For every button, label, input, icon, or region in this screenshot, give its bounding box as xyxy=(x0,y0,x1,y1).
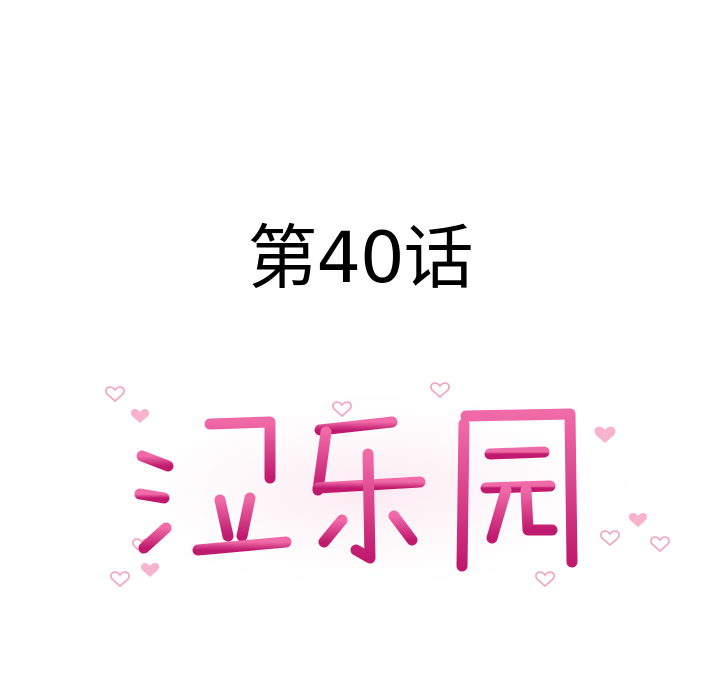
heart-icon xyxy=(110,571,130,588)
heart-icon xyxy=(332,401,352,418)
heart-icon xyxy=(594,426,616,443)
series-logo xyxy=(70,380,670,600)
heart-icon xyxy=(130,409,150,423)
heart-icon xyxy=(600,530,620,547)
heart-icon xyxy=(650,536,670,553)
heart-icon xyxy=(430,382,450,399)
heart-icon xyxy=(535,571,555,588)
logo-char-yuan xyxy=(456,408,578,572)
logo-char-shi xyxy=(134,416,292,556)
heart-icon xyxy=(105,386,125,403)
logo-char-le xyxy=(312,416,426,564)
heart-icon xyxy=(628,513,648,527)
chapter-title: 第40话 xyxy=(247,217,473,299)
heart-icons-filled xyxy=(130,409,648,577)
heart-icon xyxy=(140,563,160,577)
